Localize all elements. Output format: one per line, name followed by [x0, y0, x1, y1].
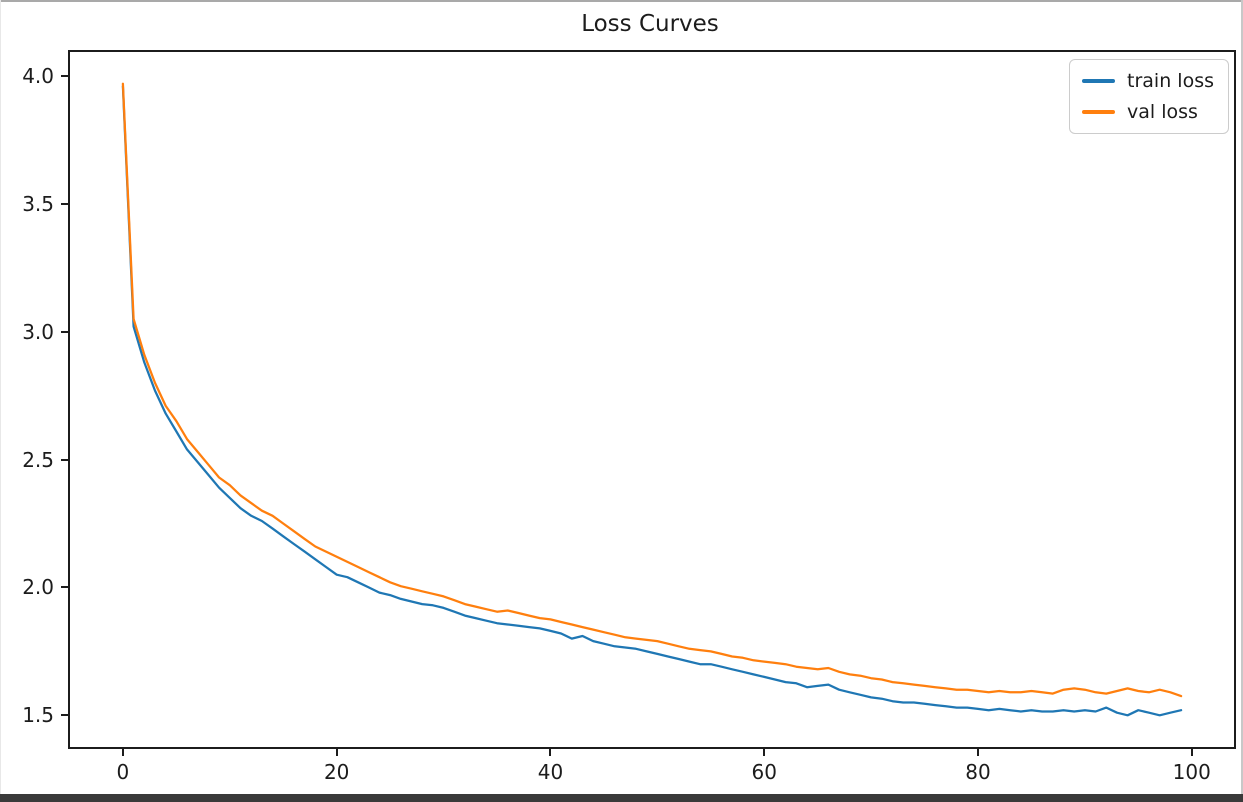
plot-area: train loss val loss 0 20 40 60 80 100 1.5 2.0 2.…: [22, 50, 1236, 784]
y-tick-mark: [61, 586, 68, 589]
window-left-border: [0, 0, 1, 802]
window-right-border: [1241, 0, 1243, 802]
legend: train loss val loss: [1069, 59, 1229, 134]
val-loss-line: [121, 82, 1183, 698]
x-tick-mark: [977, 749, 979, 756]
x-tick-mark: [549, 749, 552, 756]
x-tick-label: 40: [537, 760, 564, 784]
y-tick-label: 3.5: [22, 191, 54, 216]
y-tick-label: 2.0: [22, 575, 54, 600]
train-loss-swatch: [1082, 79, 1116, 83]
x-tick-mark: [1190, 749, 1193, 756]
legend-label: train loss: [1127, 70, 1214, 92]
x-tick-label: 60: [751, 760, 777, 784]
y-tick-mark: [61, 75, 68, 78]
val-loss-swatch: [1082, 110, 1116, 114]
legend-entry-train-loss: train loss: [1082, 70, 1214, 92]
x-tick-label: 100: [1172, 760, 1211, 784]
x-tick-label: 0: [116, 760, 130, 784]
x-tick-mark: [335, 749, 338, 756]
legend-entry-val-loss: val loss: [1082, 101, 1214, 123]
y-tick-label: 4.0: [22, 64, 54, 89]
x-tick-label: 20: [323, 760, 350, 784]
train-loss-line: [121, 85, 1183, 717]
y-tick-mark: [61, 458, 68, 461]
y-tick-label: 3.0: [22, 319, 54, 344]
window-top-border: [0, 0, 1243, 2]
y-tick-label: 2.5: [22, 447, 54, 472]
y-tick-mark: [61, 330, 68, 333]
x-tick-label: 80: [965, 760, 991, 784]
x-tick-mark: [763, 749, 766, 756]
y-tick-mark: [61, 202, 68, 205]
y-tick-mark: [61, 714, 68, 717]
chart-title: Loss Curves: [581, 11, 719, 37]
y-tick-label: 1.5: [22, 703, 54, 728]
legend-label: val loss: [1127, 101, 1198, 123]
window-bottom-border: [0, 794, 1243, 802]
x-tick-mark: [121, 749, 124, 756]
loss-curves-svg: [121, 82, 1183, 717]
